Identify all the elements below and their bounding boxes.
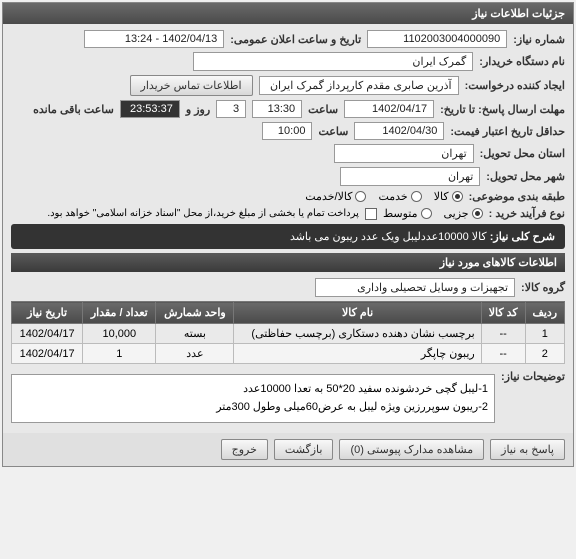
respond-button[interactable]: پاسخ به نیاز xyxy=(490,439,565,460)
radio-goods-label: کالا xyxy=(434,190,449,203)
cell-code: -- xyxy=(481,324,525,344)
deadline-date-field: 1402/04/17 xyxy=(344,100,434,118)
payment-note: پرداخت تمام یا بخشی از مبلغ خرید،از محل … xyxy=(47,208,359,219)
delivery-city-field: تهران xyxy=(334,144,474,163)
remaining-time-field: 23:53:37 xyxy=(120,100,180,118)
category-label: طبقه بندی موضوعی: xyxy=(469,190,565,203)
validity-label: حداقل تاریخ اعتبار فیمت: xyxy=(450,125,565,138)
time-label-1: ساعت xyxy=(308,103,338,116)
request-number-field: 1102003004000090 xyxy=(367,30,507,48)
cell-date: 1402/04/17 xyxy=(12,344,83,364)
radio-dot-icon xyxy=(355,191,366,202)
cell-name: برچسب نشان دهنده دستکاری (برچسب حفاظتی) xyxy=(234,324,481,344)
radio-medium-label: متوسط xyxy=(383,207,418,220)
summary-text: کالا 10000عددلیبل ویک عدد ریبون می باشد xyxy=(290,231,487,243)
creator-label: ایجاد کننده درخواست: xyxy=(465,79,565,92)
buyer-label: نام دستگاه خریدار: xyxy=(479,55,565,68)
type-label: نوع فرآیند خرید : xyxy=(489,207,565,220)
radio-service-label: خدمت xyxy=(378,190,407,203)
announcement-label: تاریخ و ساعت اعلان عمومی: xyxy=(230,33,361,46)
th-unit: واحد شمارش xyxy=(156,302,234,324)
radio-dot-icon xyxy=(472,208,483,219)
radio-both[interactable]: کالا/خدمت xyxy=(305,190,366,203)
cell-unit: عدد xyxy=(156,344,234,364)
back-button[interactable]: بازگشت xyxy=(274,439,334,460)
panel-title: جزئیات اطلاعات نیاز xyxy=(3,3,573,24)
summary-label: شرح کلی نیاز: xyxy=(490,231,555,243)
radio-both-label: کالا/خدمت xyxy=(305,190,352,203)
cell-row: 2 xyxy=(525,344,564,364)
notes-label: توضیحات نیاز: xyxy=(501,370,565,383)
table-row[interactable]: 1 -- برچسب نشان دهنده دستکاری (برچسب حفا… xyxy=(12,324,565,344)
cell-row: 1 xyxy=(525,324,564,344)
cell-code: -- xyxy=(481,344,525,364)
days-field: 3 xyxy=(216,100,246,118)
notes-line1: 1-لیبل گچی خردشونده سفید 20*50 به تعدا 1… xyxy=(18,381,488,399)
notes-box: 1-لیبل گچی خردشونده سفید 20*50 به تعدا 1… xyxy=(11,374,495,423)
announcement-field: 1402/04/13 - 13:24 xyxy=(84,30,224,48)
delivery-city-label: استان محل تحویل: xyxy=(480,147,565,160)
items-table: ردیف کد کالا نام کالا واحد شمارش تعداد /… xyxy=(11,301,565,364)
validity-time-field: 10:00 xyxy=(262,122,312,140)
cell-date: 1402/04/17 xyxy=(12,324,83,344)
cell-unit: بسته xyxy=(156,324,234,344)
response-label: مهلت ارسال پاسخ: تا تاریخ: xyxy=(440,103,565,116)
radio-dot-icon xyxy=(411,191,422,202)
attachments-button[interactable]: مشاهده مدارک پیوستی (0) xyxy=(339,439,484,460)
radio-minor-label: جزیی xyxy=(444,207,469,220)
radio-medium[interactable]: متوسط xyxy=(383,207,432,220)
buyer-field: گمرک ایران xyxy=(193,52,473,71)
th-row: ردیف xyxy=(525,302,564,324)
items-section-title: اطلاعات کالاهای مورد نیاز xyxy=(11,253,565,272)
radio-minor[interactable]: جزیی xyxy=(444,207,483,220)
table-row[interactable]: 2 -- ریبون چاپگر عدد 1 1402/04/17 xyxy=(12,344,565,364)
th-qty: تعداد / مقدار xyxy=(83,302,156,324)
contact-button[interactable]: اطلاعات تماس خریدار xyxy=(130,75,253,96)
request-number-label: شماره نیاز: xyxy=(513,33,565,46)
radio-service[interactable]: خدمت xyxy=(378,190,421,203)
radio-dot-icon xyxy=(421,208,432,219)
creator-field: آذرین صابری مقدم کارپرداز گمرک ایران xyxy=(259,76,459,95)
delivery-town-label: شهر محل تحویل: xyxy=(486,170,565,183)
cell-qty: 10,000 xyxy=(83,324,156,344)
payment-checkbox[interactable] xyxy=(365,208,377,220)
remaining-label: ساعت باقی مانده xyxy=(33,103,114,116)
group-label: گروه کالا: xyxy=(521,281,565,294)
exit-button[interactable]: خروج xyxy=(221,439,268,460)
time-label-2: ساعت xyxy=(318,125,348,138)
days-label: روز و xyxy=(186,103,210,116)
deadline-time-field: 13:30 xyxy=(252,100,302,118)
th-code: کد کالا xyxy=(481,302,525,324)
cell-name: ریبون چاپگر xyxy=(234,344,481,364)
radio-dot-icon xyxy=(452,191,463,202)
validity-date-field: 1402/04/30 xyxy=(354,122,444,140)
th-date: تاریخ نیاز xyxy=(12,302,83,324)
notes-line2: 2-ریبون سوپررزین ویژه لیبل به عرض60میلی … xyxy=(18,399,488,417)
radio-goods[interactable]: کالا xyxy=(434,190,463,203)
th-name: نام کالا xyxy=(234,302,481,324)
group-field: تجهیزات و وسایل تحصیلی واداری xyxy=(315,278,515,297)
cell-qty: 1 xyxy=(83,344,156,364)
delivery-town-field: تهران xyxy=(340,167,480,186)
